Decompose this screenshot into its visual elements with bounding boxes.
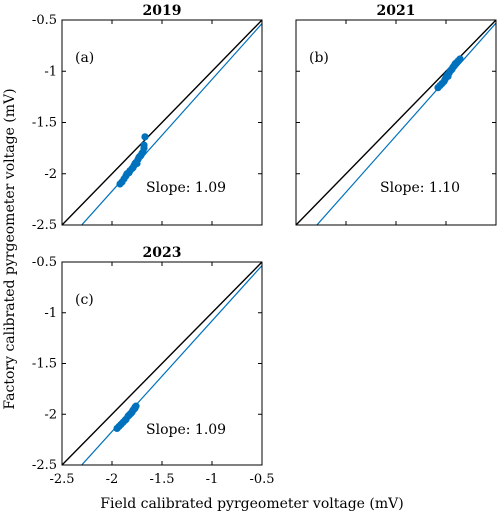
y-tick-label: -2 [44, 407, 57, 422]
x-tick-label: -2.5 [49, 472, 74, 487]
data-point [140, 141, 148, 149]
y-tick-label: -1 [44, 64, 57, 79]
plot-area [296, 20, 496, 225]
slope-annotation: Slope: 1.09 [146, 180, 226, 196]
slope-annotation: Slope: 1.10 [380, 180, 460, 196]
one-to-one-line [62, 20, 262, 225]
x-tick-label: -1 [206, 472, 219, 487]
x-axis-title: Field calibrated pyrgeometer voltage (mV… [100, 496, 403, 512]
y-tick-label: -1 [44, 306, 57, 321]
panel-title: 2021 [377, 3, 416, 19]
one-to-one-line [62, 262, 262, 465]
fit-line [316, 22, 496, 225]
fit-line [81, 23, 262, 225]
y-tick-label: -2 [44, 167, 57, 182]
chart-panel-2: 2021 (b) Slope: 1.10 [295, 3, 497, 226]
panel-title: 2023 [143, 245, 182, 261]
panel-title: 2019 [143, 3, 182, 19]
chart-panel-3: -2.5 -2 -1.5 -1 -0.5 -2.5 -2 -1.5 -1 -0.5 2023 (c) S… [32, 245, 275, 487]
panel-label: (c) [75, 292, 94, 308]
plot-area [62, 20, 262, 225]
one-to-one-line [296, 20, 496, 225]
panels: -2.5 -2 -1.5 -1 -0.5 2019 (a) Slope: 1.09 2021 (b… [32, 3, 497, 487]
y-tick-label: -1.5 [32, 357, 57, 372]
plot-area [62, 262, 262, 465]
x-tick-label: -2 [106, 472, 119, 487]
data-point [132, 402, 140, 410]
slope-annotation: Slope: 1.09 [146, 422, 226, 438]
chart-panel-1: -2.5 -2 -1.5 -1 -0.5 2019 (a) Slope: 1.09 [32, 3, 263, 233]
y-tick-label: -1.5 [32, 116, 57, 131]
data-point [141, 133, 149, 141]
y-axis-title: Factory calibrated pyrgeometer voltage (… [2, 88, 18, 409]
panel-label: (b) [309, 50, 329, 66]
x-tick-label: -0.5 [249, 472, 274, 487]
panel-label: (a) [75, 50, 94, 66]
x-tick-label: -1.5 [149, 472, 174, 487]
fit-line [81, 265, 262, 465]
y-tick-label: -2.5 [32, 218, 57, 233]
y-tick-label: -0.5 [32, 13, 57, 28]
y-tick-label: -0.5 [32, 255, 57, 270]
y-tick-label: -2.5 [32, 458, 57, 473]
data-point [456, 55, 464, 63]
